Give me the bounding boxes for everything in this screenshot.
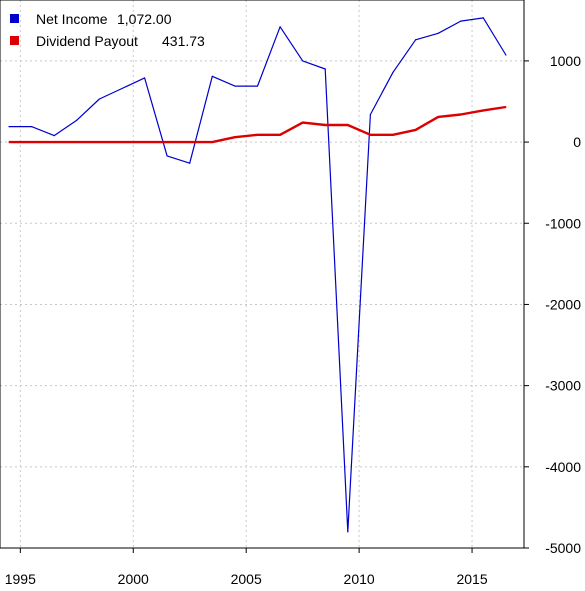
data-point-net-income (482, 17, 484, 19)
data-point-net-income (143, 77, 146, 79)
series-line-net-income (9, 17, 507, 533)
x-tick-label: 2010 (344, 571, 375, 586)
legend: Net Income 1,072.00 Dividend Payout 431.… (10, 11, 205, 49)
data-point-net-income (8, 126, 10, 128)
y-tick-label: 0 (573, 134, 581, 150)
data-point-dividend-payout (482, 109, 484, 112)
data-point-net-income (256, 85, 259, 87)
data-point-net-income (121, 87, 123, 90)
data-point-dividend-payout (302, 121, 304, 124)
data-point-dividend-payout (53, 141, 55, 143)
data-point-net-income (414, 39, 417, 41)
x-axis: 1995 2000 2005 2010 2015 (5, 548, 488, 587)
data-point-dividend-payout (189, 141, 191, 143)
x-tick-label: 2000 (118, 571, 149, 586)
data-point-dividend-payout (279, 134, 281, 136)
x-tick-label: 2015 (456, 571, 487, 586)
data-point-dividend-payout (460, 113, 462, 116)
legend-value-net-income: 1,072.00 (117, 11, 172, 27)
legend-swatch-net-income (10, 14, 19, 23)
data-point-net-income (302, 60, 304, 62)
data-point-net-income (324, 68, 326, 70)
data-point-dividend-payout (211, 141, 213, 143)
data-point-dividend-payout (121, 141, 123, 143)
data-point-net-income (31, 126, 33, 128)
y-tick-label: -3000 (545, 378, 581, 394)
x-tick-label: 2005 (231, 571, 262, 586)
data-point-net-income (234, 85, 236, 87)
y-axis: 1000 0 -1000 -2000 -3000 -4000 -5000 (524, 53, 581, 556)
data-point-dividend-payout (76, 141, 78, 143)
data-point-net-income (98, 98, 100, 100)
legend-swatch-dividend-payout (10, 36, 19, 45)
legend-name-net-income: Net Income (36, 11, 108, 27)
data-point-net-income (76, 119, 78, 121)
data-point-dividend-payout (256, 134, 259, 136)
data-point-net-income (347, 531, 349, 533)
data-point-net-income (166, 155, 168, 157)
data-point-dividend-payout (143, 141, 146, 143)
data-point-dividend-payout (98, 141, 100, 143)
data-point-dividend-payout (8, 141, 10, 143)
data-point-net-income (53, 134, 55, 137)
data-point-dividend-payout (31, 141, 33, 143)
y-tick-label: 1000 (550, 53, 581, 69)
data-point-net-income (211, 75, 213, 77)
data-point-net-income (279, 26, 281, 28)
data-point-net-income (189, 162, 191, 164)
grid (0, 0, 524, 549)
data-point-net-income (437, 32, 439, 34)
data-point-net-income (505, 54, 507, 56)
y-tick-label: -1000 (545, 215, 581, 231)
series-line-dividend-payout (9, 105, 507, 144)
data-point-dividend-payout (324, 124, 326, 126)
legend-value-dividend-payout: 431.73 (162, 33, 205, 49)
legend-name-dividend-payout: Dividend Payout (36, 33, 138, 49)
data-point-dividend-payout (166, 141, 168, 143)
x-tick-label: 1995 (5, 571, 36, 586)
data-point-dividend-payout (369, 134, 372, 136)
series-layer (8, 17, 507, 533)
data-point-net-income (392, 71, 394, 73)
data-point-dividend-payout (414, 129, 417, 131)
data-point-dividend-payout (505, 106, 507, 108)
data-point-dividend-payout (347, 124, 349, 126)
data-point-net-income (460, 20, 462, 22)
data-point-dividend-payout (234, 136, 236, 138)
plot-frame (0, 0, 525, 549)
y-tick-label: -5000 (545, 540, 581, 556)
data-point-net-income (369, 113, 372, 116)
y-tick-label: -2000 (545, 296, 581, 312)
data-point-dividend-payout (392, 134, 394, 136)
data-point-dividend-payout (437, 116, 439, 118)
y-tick-label: -4000 (545, 459, 581, 475)
